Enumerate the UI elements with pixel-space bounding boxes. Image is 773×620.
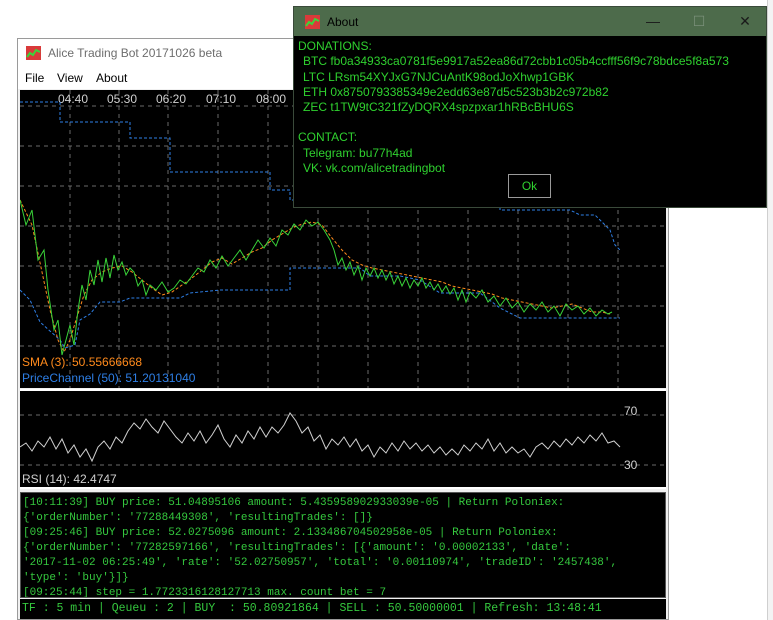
- time-label: 08:00: [256, 92, 286, 106]
- price-channel-lower-line: [19, 267, 620, 349]
- log-line: '2017-11-02 06:25:49', 'rate': '52.02750…: [23, 557, 618, 569]
- maximize-button[interactable]: ☐: [692, 13, 706, 29]
- menu-file[interactable]: File: [25, 71, 45, 85]
- contact-header: CONTACT:: [298, 130, 358, 145]
- rsi-lower-label: 30: [624, 458, 638, 472]
- rsi-label: RSI (14): 42.4747: [22, 472, 117, 486]
- btc-address: BTC fb0a34933ca0781f5e9917a52ea86d72cbb1…: [303, 54, 729, 69]
- time-label: 04:40: [58, 92, 88, 106]
- status-bar: TF : 5 min | Qeueu : 2 | BUY : 50.809218…: [20, 599, 666, 619]
- rsi-chart-svg: 70 30 RSI (14): 42.4747: [19, 404, 666, 486]
- log-line: [10:11:39] BUY price: 51.04895106 amount…: [23, 497, 565, 509]
- telegram-contact: Telegram: bu77h4ad: [303, 145, 413, 160]
- log-line: [09:25:46] BUY price: 52.0275096 amount:…: [23, 527, 558, 539]
- rsi-chart: 70 30 RSI (14): 42.4747: [19, 389, 666, 489]
- log-line: [09:25:44] step = 1.7723316128127713 max…: [23, 587, 387, 598]
- price-channel-upper-line: [20, 101, 621, 251]
- log-line: {'orderNumber': '77288449308', 'resultin…: [23, 512, 373, 524]
- time-label: 06:20: [156, 92, 186, 106]
- app-icon: [26, 46, 41, 60]
- log-panel[interactable]: [10:11:39] BUY price: 51.04895106 amount…: [20, 492, 666, 598]
- time-label: 05:30: [107, 92, 137, 106]
- about-dialog-title: About: [327, 15, 359, 29]
- menu-about[interactable]: About: [96, 71, 128, 85]
- price-line: [19, 199, 613, 356]
- log-line: 'type': 'buy'}]}: [23, 572, 129, 584]
- price-channel-label: PriceChannel (50): 51.20131040: [22, 371, 196, 385]
- about-content: DONATIONS: BTC fb0a34933ca0781f5e9917a52…: [298, 39, 729, 176]
- ok-button[interactable]: Ok: [508, 174, 551, 198]
- menu-view[interactable]: View: [57, 71, 83, 85]
- ltc-address: LTC LRsm54XYJxG7NJCuAntK98odJoXhwp1GBK: [303, 69, 575, 84]
- eth-address: ETH 0x8750793385349e2edd63e87d5c523b3b2c…: [303, 84, 609, 99]
- rsi-line: [19, 412, 621, 463]
- app-icon: [305, 15, 320, 29]
- background-window-edge: [767, 0, 773, 620]
- about-dialog: About — ☐ ✕ DONATIONS: BTC fb0a34933ca07…: [293, 6, 767, 208]
- zec-address: ZEC t1TW9tC321fZyDQRX4spzpxar1hRBcBHU6S: [303, 100, 574, 115]
- time-label: 07:10: [206, 92, 236, 106]
- close-button[interactable]: ✕: [739, 13, 751, 29]
- sma-line: [19, 199, 611, 354]
- log-line: {'orderNumber': '77282597166', 'resultin…: [23, 542, 571, 554]
- minimize-button[interactable]: —: [646, 13, 660, 29]
- about-title-bar[interactable]: About — ☐ ✕: [294, 7, 766, 36]
- vk-contact: VK: vk.com/alicetradingbot: [303, 161, 446, 176]
- main-window-title: Alice Trading Bot 20171026 beta: [48, 46, 223, 60]
- donations-header: DONATIONS:: [298, 39, 372, 53]
- rsi-upper-label: 70: [624, 404, 638, 418]
- sma-label: SMA (3): 50.55666668: [22, 355, 142, 369]
